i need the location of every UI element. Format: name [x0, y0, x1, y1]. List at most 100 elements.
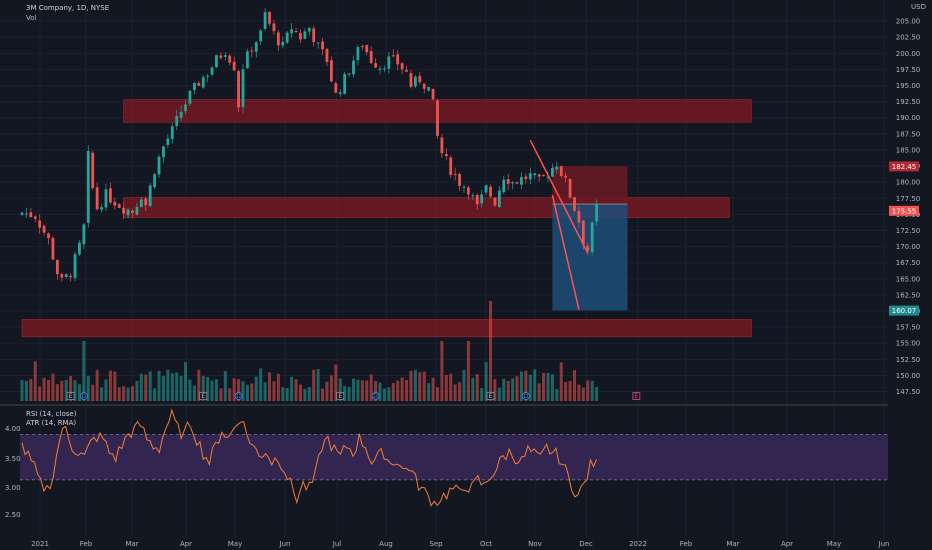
earnings-marker[interactable]: E [66, 392, 75, 401]
volume-bar [290, 376, 294, 401]
dividend-marker[interactable]: D [79, 392, 88, 401]
candle-body [497, 190, 501, 207]
candle-body [82, 224, 86, 245]
earnings-marker-upcoming[interactable]: E [632, 392, 641, 401]
stop-loss-area[interactable] [552, 166, 628, 205]
price-label-box [889, 161, 919, 172]
candle-body [347, 73, 351, 75]
candle-body [144, 198, 148, 206]
volume-bar [387, 387, 391, 401]
volume-bar [157, 370, 161, 401]
volume-bar [272, 381, 276, 401]
price-tick-label: 172.50 [896, 227, 921, 235]
candle-body [391, 55, 395, 57]
earnings-marker[interactable]: E [199, 392, 208, 401]
dividend-marker[interactable]: D [371, 392, 380, 401]
volume-bar [214, 379, 218, 401]
candle-body [418, 75, 422, 83]
dividend-marker[interactable]: D [234, 392, 243, 401]
volume-bar [453, 384, 457, 401]
trend-line[interactable] [529, 139, 589, 254]
candle-body [555, 166, 559, 170]
time-tick-label: 2021 [31, 540, 49, 548]
time-axis[interactable]: 2021 Feb Mar Apr May Jun Jul Aug Sep Oct Nov Dec 202… [31, 540, 889, 548]
volume-bar [471, 377, 475, 401]
volume-bar [60, 380, 64, 401]
earnings-marker[interactable]: E [336, 392, 345, 401]
price-tick-label: 162.50 [896, 291, 921, 299]
candle-body [431, 88, 435, 100]
volume-legend[interactable]: Vol [26, 14, 37, 22]
volume-bar [431, 377, 435, 401]
atr-legend[interactable]: ATR (14, RMA) [26, 419, 77, 427]
volume-bar [131, 386, 134, 401]
volume-bar [184, 362, 188, 401]
trend-lines[interactable] [529, 139, 589, 310]
volume-bar [533, 369, 537, 401]
event-marker-label: E [69, 393, 73, 400]
candle-body [462, 186, 466, 188]
volume-bar [382, 388, 386, 401]
earnings-marker[interactable]: E [486, 392, 495, 401]
time-tick-label: Dec [579, 540, 593, 548]
trend-line[interactable] [551, 194, 580, 310]
price-tick-label: 180.00 [896, 179, 921, 187]
volume-bar [281, 387, 285, 401]
volume-bar [338, 378, 342, 401]
volume-bar [223, 370, 227, 401]
candle-body [467, 187, 470, 195]
candle-body [33, 216, 37, 219]
symbol-legend[interactable]: 3M Company, 1D, NYSE [26, 4, 110, 12]
rsi-legend[interactable]: RSI (14, close) [26, 410, 77, 418]
demand-zone-lower[interactable] [21, 319, 752, 338]
volume-bar [175, 372, 179, 401]
volume-bar [590, 380, 594, 401]
candle-body [109, 188, 112, 203]
candle-body [533, 173, 537, 176]
price-axis[interactable]: 205.00 202.50 200.00 197.50 195.00 192.50 190.… [888, 0, 932, 550]
candle-body [60, 274, 64, 278]
candle-body [122, 207, 126, 214]
volume-bar [148, 371, 152, 401]
candle-body [223, 55, 227, 57]
candle-body [237, 71, 240, 108]
short-position-box[interactable] [552, 166, 628, 311]
candle-body [232, 61, 236, 71]
volume-bar [524, 370, 528, 401]
candle-body [20, 212, 24, 215]
candle-body [422, 83, 426, 89]
candle-body [573, 197, 576, 211]
price-tick-label: 157.50 [896, 324, 921, 332]
candle-body [51, 237, 55, 260]
volume-bar [400, 377, 404, 401]
volume-bar [153, 388, 157, 401]
candle-body [413, 76, 417, 87]
volume-bar [276, 373, 280, 401]
volume-bar [86, 376, 90, 401]
candle-body [343, 73, 347, 94]
event-marker-label: E [634, 393, 638, 400]
volume-bar [285, 387, 289, 401]
candle-body [489, 186, 492, 197]
dividend-marker[interactable]: D [521, 392, 530, 401]
volume-bar [219, 388, 223, 401]
support-zone-mid[interactable] [123, 197, 730, 218]
take-profit-area[interactable] [552, 204, 628, 311]
volume-bar [117, 387, 121, 401]
time-tick-label: Sep [429, 540, 443, 548]
volume-bar [179, 375, 183, 401]
rsi-line [21, 408, 598, 507]
volume-bar [206, 377, 210, 401]
candle-body [100, 207, 103, 210]
volume-bar [201, 375, 205, 401]
candle-body [246, 51, 249, 69]
candle-body [427, 86, 431, 91]
candle-body [188, 90, 192, 104]
event-marker-label: E [489, 393, 493, 400]
volume-bar [568, 381, 572, 401]
volume-bar [374, 381, 378, 401]
volume-bar [484, 362, 488, 401]
candle-body [175, 116, 179, 126]
